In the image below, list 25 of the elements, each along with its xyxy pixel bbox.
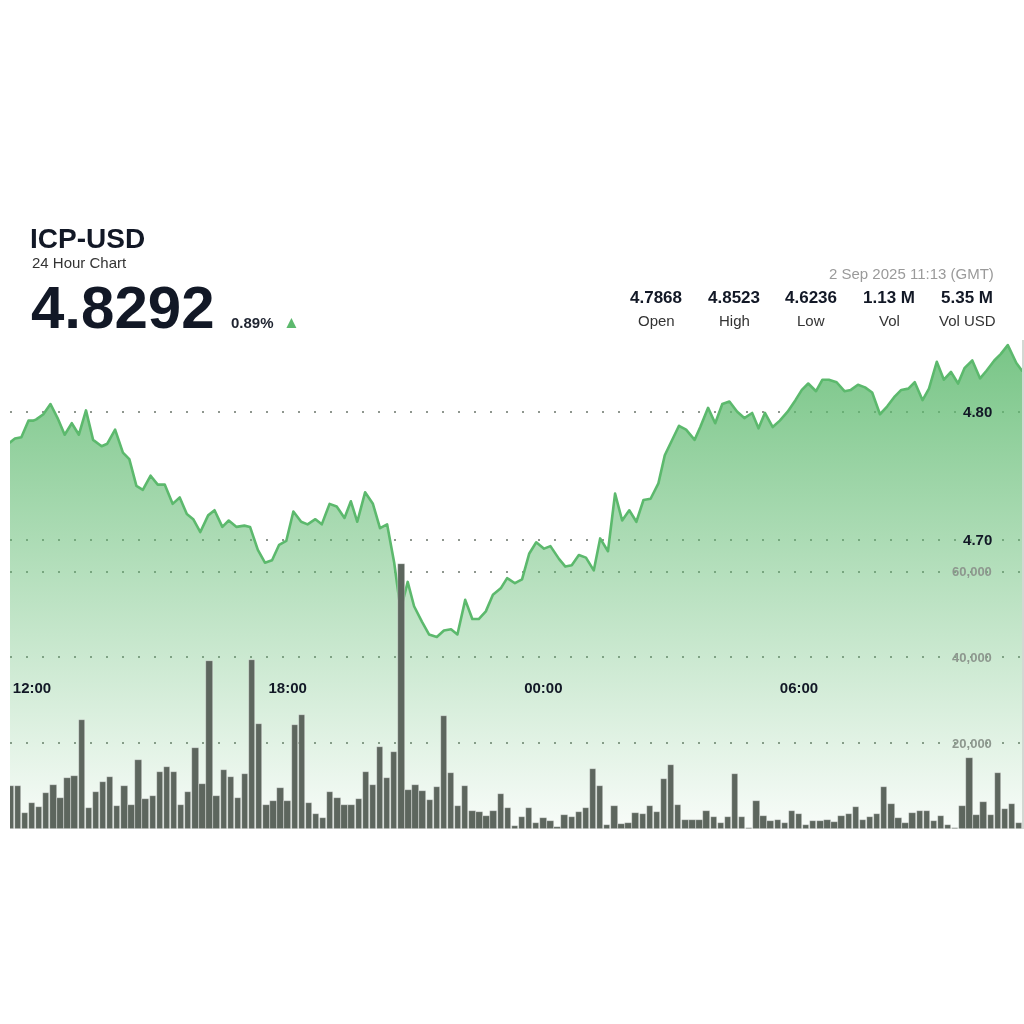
y-tick-label: 4.70 [963, 530, 993, 548]
x-tick-label: 12:00 [12, 679, 52, 697]
text: 0.89% [231, 314, 274, 331]
y2-tick-label: 20,000 [952, 735, 992, 751]
text: Open [638, 312, 675, 329]
chart-subtitle: 24 Hour Chart [32, 254, 128, 271]
text: 4.8523 [708, 288, 760, 307]
text: Vol USD [939, 312, 996, 329]
y-tick-label: 4.80 [963, 402, 993, 420]
x-tick-label: 00:00 [524, 679, 563, 697]
text: 5.35 M [941, 288, 993, 307]
text: High [719, 312, 750, 329]
y2-tick-label: 60,000 [952, 564, 992, 580]
x-tick-label: 06:00 [779, 679, 819, 697]
text: 1.13 M [863, 288, 915, 307]
text: 2 Sep 2025 11:13 (GMT) [829, 265, 994, 282]
text: Low [797, 312, 825, 329]
text: ▲ [283, 313, 300, 332]
annotation: 4.8292 [31, 274, 215, 341]
y2-tick-label: 40,000 [952, 649, 992, 665]
x-tick-label: 18:00 [268, 679, 307, 697]
text: 4.6236 [785, 288, 837, 307]
text: Vol [879, 312, 900, 329]
chart-title: ICP-USD [30, 222, 146, 254]
text: 4.7868 [630, 288, 682, 307]
